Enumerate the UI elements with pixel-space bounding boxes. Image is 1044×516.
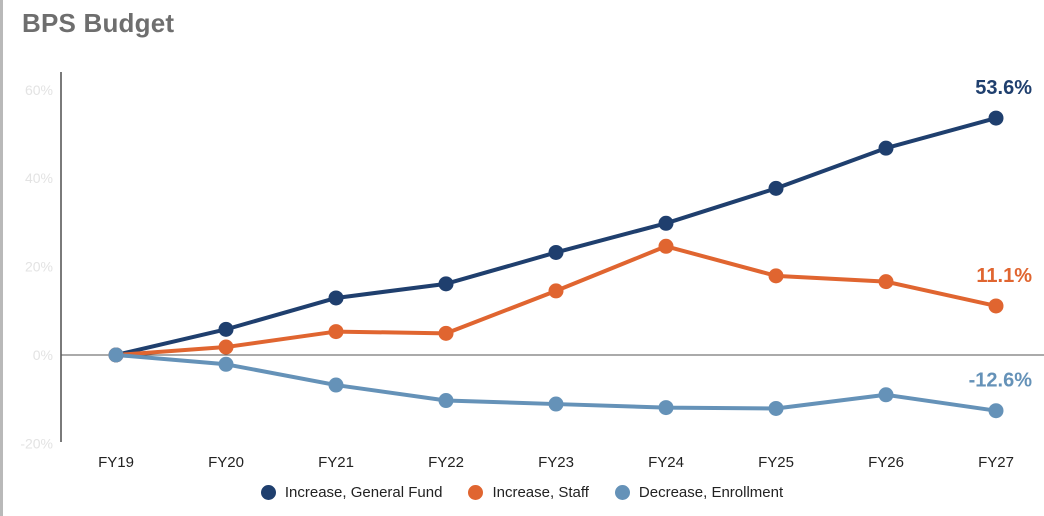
data-point-decrease-enrollment — [988, 403, 1004, 419]
x-tick-label: FY27 — [978, 454, 1014, 471]
x-tick-label: FY26 — [868, 454, 904, 471]
x-tick-label: FY23 — [538, 454, 574, 471]
y-tick-label: 0% — [33, 347, 53, 363]
data-point-decrease-enrollment — [108, 347, 124, 363]
data-point-decrease-enrollment — [548, 396, 564, 412]
legend-label-enrollment: Decrease, Enrollment — [638, 484, 784, 501]
data-point-increase-general-fund — [328, 290, 344, 306]
y-tick-label: 60% — [25, 82, 53, 98]
x-tick-label: FY21 — [318, 454, 354, 471]
y-tick-label: 20% — [25, 259, 53, 275]
data-point-increase-general-fund — [988, 110, 1004, 126]
legend-marker-staff — [468, 485, 484, 500]
legend-marker-general-fund — [260, 485, 276, 500]
chart-title: BPS Budget — [22, 8, 175, 38]
series-line-increase-staff — [114, 244, 998, 357]
legend-item-general-fund: Increase, General Fund — [260, 484, 443, 501]
data-point-decrease-enrollment — [218, 356, 234, 372]
end-label-increase-staff: 11.1% — [976, 265, 1032, 287]
left-edge-rule — [0, 0, 3, 516]
data-point-increase-general-fund — [438, 276, 454, 292]
data-point-increase-general-fund — [548, 244, 564, 260]
y-tick-label: 40% — [25, 170, 53, 186]
legend-item-enrollment: Decrease, Enrollment — [614, 484, 784, 501]
data-point-decrease-enrollment — [768, 400, 784, 416]
legend-label-general-fund: Increase, General Fund — [284, 484, 443, 501]
data-point-increase-staff — [548, 283, 564, 299]
data-point-increase-general-fund — [218, 321, 234, 337]
data-point-decrease-enrollment — [878, 387, 894, 403]
x-tick-label: FY20 — [208, 454, 244, 471]
data-point-decrease-enrollment — [438, 393, 454, 409]
data-point-increase-general-fund — [768, 180, 784, 196]
data-point-increase-staff — [768, 268, 784, 284]
data-point-increase-staff — [438, 325, 454, 341]
data-point-increase-staff — [658, 238, 674, 254]
legend-label-staff: Increase, Staff — [492, 484, 589, 501]
data-point-increase-staff — [328, 324, 344, 340]
end-label-decrease-enrollment: -12.6% — [969, 370, 1033, 392]
data-point-decrease-enrollment — [328, 377, 344, 393]
series-line-increase-general-fund — [114, 116, 998, 357]
x-tick-label: FY22 — [428, 454, 464, 471]
y-tick-label: -20% — [20, 435, 53, 451]
data-point-decrease-enrollment — [658, 400, 674, 416]
x-tick-label: FY25 — [758, 454, 794, 471]
legend: Increase, General Fund Increase, Staff D… — [0, 484, 1044, 501]
data-point-increase-general-fund — [658, 215, 674, 231]
x-tick-label: FY24 — [648, 454, 684, 471]
legend-item-staff: Increase, Staff — [468, 484, 589, 501]
data-point-increase-staff — [878, 274, 894, 290]
data-point-increase-staff — [988, 298, 1004, 314]
end-label-increase-general-fund: 53.6% — [975, 77, 1032, 99]
x-tick-label: FY19 — [98, 454, 134, 471]
legend-marker-enrollment — [614, 485, 630, 500]
data-point-increase-general-fund — [878, 140, 894, 156]
data-point-increase-staff — [218, 339, 234, 355]
